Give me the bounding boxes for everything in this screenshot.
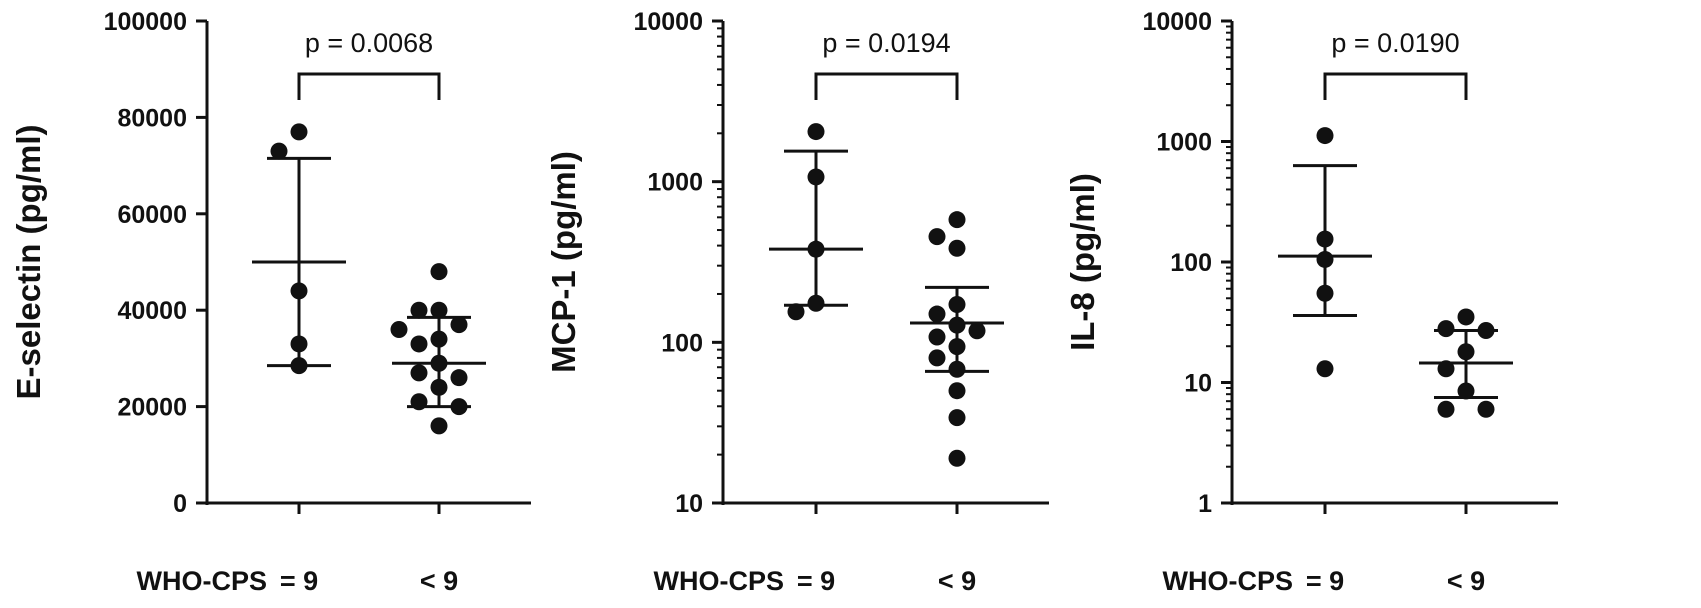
x-tick-label: < 9 xyxy=(1447,566,1485,596)
data-point xyxy=(807,168,825,186)
data-point xyxy=(1437,360,1455,378)
x-tick-label: < 9 xyxy=(938,566,976,596)
data-point xyxy=(290,282,308,300)
data-point xyxy=(1437,320,1455,338)
data-point xyxy=(807,294,825,312)
data-point xyxy=(928,228,946,246)
x-axis-title: WHO-CPS xyxy=(137,566,268,596)
panel-3: 1 10 100 1000 10000 WHO-CPS = 9 < 9 IL-8 (pg/ml)… xyxy=(1064,8,1558,596)
significance-bracket xyxy=(1323,72,1468,100)
data-point xyxy=(1477,400,1495,418)
data-point xyxy=(948,409,966,427)
x-tick-label: = 9 xyxy=(797,566,835,596)
y-tick-label: 10000 xyxy=(633,8,703,36)
data-point xyxy=(290,357,308,375)
data-point xyxy=(948,449,966,467)
data-point xyxy=(1457,382,1475,400)
data-point xyxy=(410,393,428,411)
data-point xyxy=(1316,284,1334,302)
data-point xyxy=(410,364,428,382)
data-point xyxy=(430,378,448,396)
y-tick-label: 100 xyxy=(1170,249,1212,277)
data-point xyxy=(948,211,966,229)
data-point xyxy=(968,322,986,340)
data-point xyxy=(948,382,966,400)
data-point xyxy=(1316,360,1334,378)
data-point xyxy=(787,303,805,321)
y-axis-label: IL-8 (pg/ml) xyxy=(1064,173,1101,351)
data-point xyxy=(450,398,468,416)
data-point xyxy=(928,328,946,346)
p-value-annotation: p = 0.0194 xyxy=(822,28,950,58)
data-point xyxy=(948,239,966,257)
data-point xyxy=(1316,230,1334,248)
data-point xyxy=(807,240,825,258)
y-tick-label: 1 xyxy=(1198,490,1212,518)
data-point xyxy=(390,320,408,338)
data-point xyxy=(450,316,468,334)
y-tick-label: 100 xyxy=(661,329,703,357)
x-axis-title: WHO-CPS xyxy=(1163,566,1294,596)
y-tick-label: 0 xyxy=(173,490,187,518)
y-tick-label: 60000 xyxy=(117,201,187,229)
data-point xyxy=(450,369,468,387)
data-point xyxy=(948,295,966,313)
data-point xyxy=(1437,400,1455,418)
data-point xyxy=(928,349,946,367)
data-point xyxy=(948,338,966,356)
y-tick-label: 10000 xyxy=(1142,8,1212,36)
data-point xyxy=(948,360,966,378)
data-point xyxy=(430,301,448,319)
x-tick-label: < 9 xyxy=(420,566,458,596)
y-tick-label: 1000 xyxy=(647,169,703,197)
data-point xyxy=(430,330,448,348)
y-tick-label: 10 xyxy=(1184,370,1212,398)
significance-bracket xyxy=(297,72,441,100)
y-axis-label: E-selectin (pg/ml) xyxy=(10,124,47,399)
x-tick-label: = 9 xyxy=(1306,566,1344,596)
y-tick-label: 40000 xyxy=(117,297,187,325)
data-point xyxy=(1316,250,1334,268)
significance-bracket xyxy=(814,72,959,100)
data-point xyxy=(430,417,448,435)
data-point xyxy=(1316,127,1334,145)
data-point xyxy=(430,263,448,281)
panel-2: 10 100 1000 10000 WHO-CPS = 9 < 9 MCP-1 (pg/ml)… xyxy=(545,8,1049,596)
y-tick-label: 100000 xyxy=(104,8,187,36)
data-point xyxy=(1457,343,1475,361)
y-axis-label: MCP-1 (pg/ml) xyxy=(545,151,582,373)
y-tick-label: 20000 xyxy=(117,394,187,422)
y-tick-label: 80000 xyxy=(117,104,187,132)
data-point xyxy=(807,123,825,141)
data-point xyxy=(410,301,428,319)
data-point xyxy=(270,142,288,160)
data-point xyxy=(290,123,308,141)
data-point xyxy=(1477,322,1495,340)
p-value-annotation: p = 0.0068 xyxy=(305,28,433,58)
x-tick-label: = 9 xyxy=(280,566,318,596)
data-point xyxy=(410,335,428,353)
y-tick-label: 1000 xyxy=(1156,129,1212,157)
panel-1: 0 20000 40000 60000 80000 100000 WHO-CPS = 9 < 9… xyxy=(10,8,531,596)
data-point xyxy=(1457,308,1475,326)
y-tick-label: 10 xyxy=(675,490,703,518)
data-point xyxy=(430,354,448,372)
x-axis-title: WHO-CPS xyxy=(654,566,785,596)
p-value-annotation: p = 0.0190 xyxy=(1331,28,1459,58)
data-point xyxy=(928,305,946,323)
data-point xyxy=(290,335,308,353)
data-point xyxy=(948,316,966,334)
